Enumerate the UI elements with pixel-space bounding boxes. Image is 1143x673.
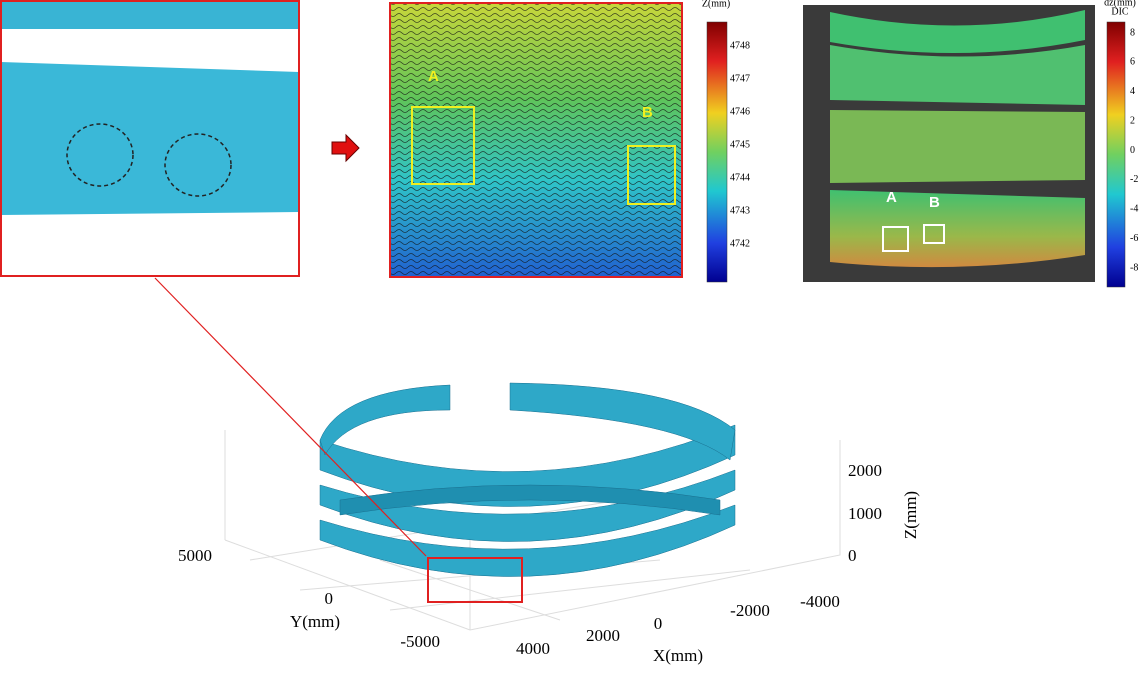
- colorbar-title: dz(mm): [1104, 0, 1136, 8]
- colorbar: Z(mm): [702, 0, 730, 283]
- z-tick-label: 1000: [848, 504, 882, 523]
- colorbar-tick: -2: [1130, 174, 1138, 185]
- colorbar-tick: 0: [1130, 145, 1135, 156]
- x-tick-label: 2000: [586, 626, 620, 645]
- box-label: B: [929, 194, 940, 211]
- colorbar-tick: 4745: [730, 139, 750, 150]
- colorbar-tick: 4742: [730, 238, 750, 249]
- x-tick-label: 0: [654, 614, 663, 633]
- colorbar-title: Z(mm): [702, 0, 730, 9]
- colorbar-tick: 8: [1130, 27, 1135, 38]
- colorbar-tick: 4744: [730, 172, 750, 183]
- dic-panel: A B: [803, 5, 1095, 282]
- colorbar-subtitle: DIC: [1111, 6, 1129, 17]
- z-label: Z(mm): [901, 491, 920, 539]
- z-tick-label: 0: [848, 546, 857, 565]
- colorbar-tick: 2: [1130, 115, 1135, 126]
- box-label: A: [428, 68, 439, 85]
- colorbar-tick: 4748: [730, 40, 750, 51]
- rings: [319, 382, 736, 603]
- colorbar-tick: 6: [1130, 57, 1135, 68]
- callout-line: [154, 277, 427, 557]
- x-tick-label: 4000: [516, 639, 550, 658]
- contour-panel: A B: [389, 2, 683, 278]
- y-tick-label: 5000: [178, 546, 212, 565]
- zoom-panel: [0, 0, 300, 277]
- box-label: A: [886, 189, 897, 206]
- z-tick-label: 2000: [848, 461, 882, 480]
- y-tick-label: 0: [325, 589, 334, 608]
- box-label: B: [642, 104, 653, 121]
- arrow: [331, 133, 360, 163]
- x-tick-label: -4000: [800, 592, 840, 611]
- x-tick-label: -2000: [730, 601, 770, 620]
- colorbar-tick: 4: [1130, 86, 1135, 97]
- colorbar-tick: 4746: [730, 106, 750, 117]
- y-tick-label: -5000: [400, 632, 440, 651]
- colorbar-tick: -8: [1130, 262, 1138, 273]
- y-label: Y(mm): [290, 612, 340, 631]
- colorbar-tick: -4: [1130, 204, 1138, 215]
- colorbar-tick: 4743: [730, 205, 750, 216]
- colorbar-tick: -6: [1130, 233, 1138, 244]
- axis-labels: X(mm) Y(mm) Z(mm): [290, 491, 920, 665]
- colorbar-tick: 4747: [730, 73, 750, 84]
- colorbar: dz(mm) DIC: [1104, 0, 1136, 288]
- x-label: X(mm): [653, 646, 703, 665]
